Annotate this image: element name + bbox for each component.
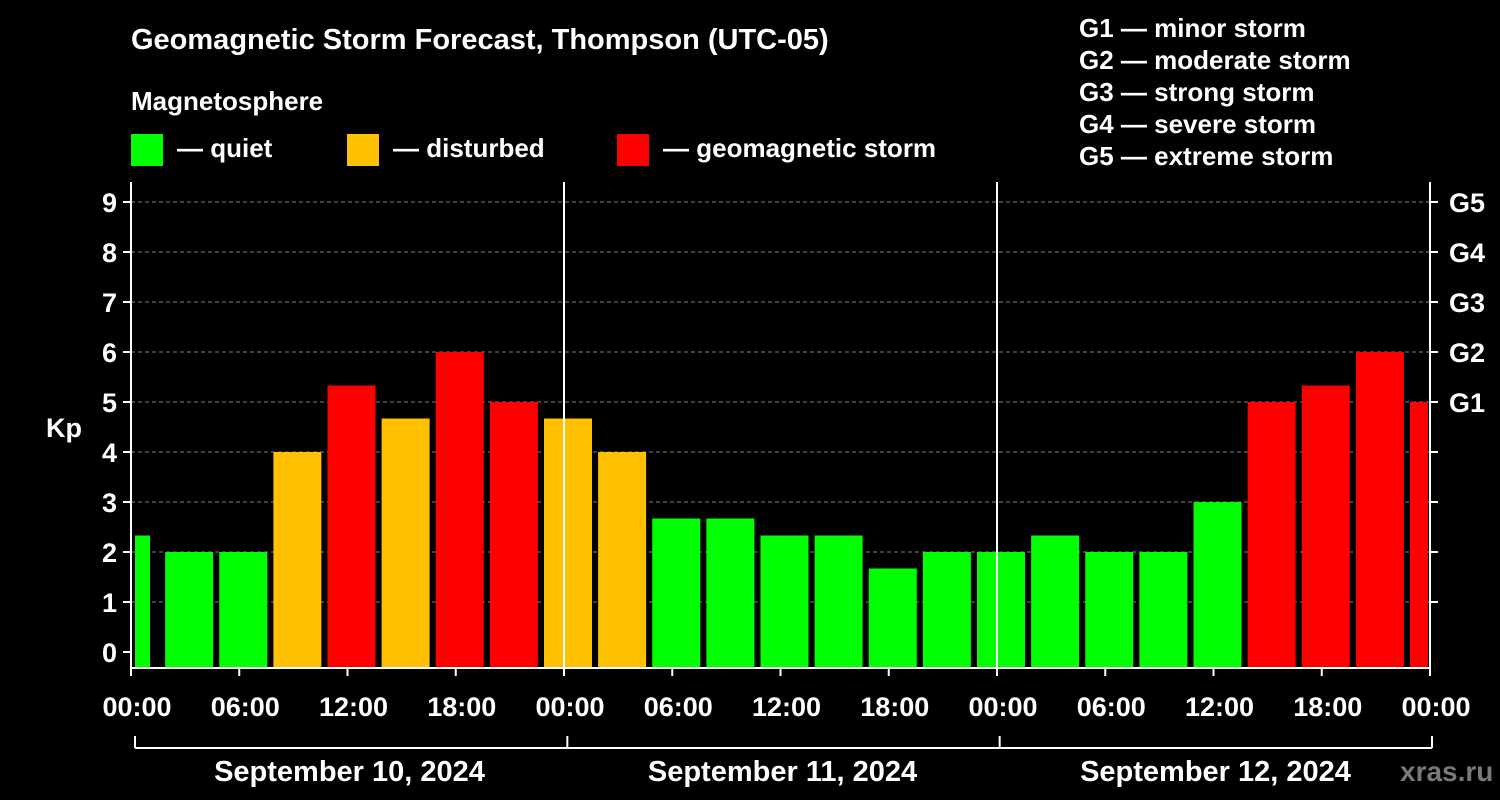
- g-scale-item-g1: G1 — minor storm: [1079, 13, 1306, 43]
- legend-label-quiet: — quiet: [177, 133, 273, 163]
- kp-bar: [489, 402, 538, 668]
- x-tick-label: 00:00: [968, 692, 1037, 722]
- kp-bar: [760, 535, 809, 668]
- g-scale-legend: G1 — minor storm G2 — moderate storm G3 …: [1079, 13, 1351, 171]
- x-tick-label: 18:00: [427, 692, 496, 722]
- kp-bar: [814, 535, 863, 668]
- kp-bar: [1247, 402, 1296, 668]
- y-tick-label: 3: [102, 488, 117, 518]
- kp-bar: [1301, 385, 1350, 668]
- x-tick-label: 00:00: [102, 692, 171, 722]
- date-label: September 10, 2024: [214, 756, 485, 788]
- axes: 0 1 2 3 4 5 6 7 8 9 G1 G2 G3 G4 G5 00:00 06:00 12:00 18:00…: [102, 182, 1485, 788]
- kp-bar: [598, 452, 647, 668]
- y-tick-label: 4: [102, 438, 117, 468]
- x-tick-label: 12:00: [319, 692, 388, 722]
- magnetosphere-label: Magnetosphere: [131, 86, 323, 116]
- date-label: September 12, 2024: [1080, 756, 1351, 788]
- y-axis-label: Kp: [46, 413, 82, 443]
- g-scale-item-g3: G3 — strong storm: [1079, 77, 1314, 107]
- g-scale-item-g2: G2 — moderate storm: [1079, 45, 1351, 75]
- x-tick-label: 00:00: [535, 692, 604, 722]
- x-tick-label: 06:00: [644, 692, 713, 722]
- kp-bar: [977, 552, 1025, 668]
- x-tick-label: 12:00: [1185, 692, 1254, 722]
- kp-bar: [922, 552, 971, 668]
- g-scale-label: G2: [1449, 338, 1485, 368]
- kp-bar: [165, 552, 214, 668]
- color-legend: — quiet — disturbed — geomagnetic storm: [131, 133, 936, 166]
- kp-bar: [327, 385, 376, 668]
- kp-bar: [435, 352, 484, 668]
- g-scale-label: G4: [1449, 238, 1485, 268]
- legend-swatch-quiet: [131, 134, 163, 166]
- legend-label-disturbed: — disturbed: [393, 133, 545, 163]
- bars: [135, 352, 1428, 668]
- y-tick-label: 7: [102, 288, 117, 318]
- kp-bar: [1031, 535, 1080, 668]
- y-tick-label: 6: [102, 338, 117, 368]
- legend-swatch-disturbed: [347, 134, 379, 166]
- x-tick-label: 12:00: [752, 692, 821, 722]
- kp-bar: [1085, 552, 1134, 668]
- kp-bar: [1410, 402, 1428, 668]
- y-tick-label: 8: [102, 238, 117, 268]
- y-tick-label: 5: [102, 388, 117, 418]
- date-label: September 11, 2024: [648, 756, 917, 788]
- g-scale-label: G5: [1449, 188, 1485, 218]
- kp-bar: [1355, 352, 1404, 668]
- x-tick-label: 06:00: [1077, 692, 1146, 722]
- y-tick-label: 2: [102, 538, 117, 568]
- g-scale-label: G1: [1449, 388, 1485, 418]
- x-tick-label: 06:00: [211, 692, 280, 722]
- y-tick-label: 1: [102, 588, 117, 618]
- y-tick-label: 9: [102, 188, 117, 218]
- kp-bar: [706, 518, 755, 668]
- kp-bar: [135, 535, 150, 668]
- kp-bar: [1193, 502, 1242, 668]
- x-tick-label: 18:00: [860, 692, 929, 722]
- kp-bar: [544, 418, 592, 668]
- kp-bar: [219, 552, 268, 668]
- g-scale-label: G3: [1449, 288, 1485, 318]
- y-tick-label: 0: [102, 638, 117, 668]
- g-scale-item-g5: G5 — extreme storm: [1079, 141, 1333, 171]
- chart-title: Geomagnetic Storm Forecast, Thompson (UT…: [131, 24, 829, 56]
- legend-label-storm: — geomagnetic storm: [663, 133, 936, 163]
- kp-bar: [1139, 552, 1188, 668]
- kp-bar: [381, 418, 430, 668]
- kp-bar: [868, 568, 917, 668]
- kp-bar: [273, 452, 322, 668]
- kp-bar: [652, 518, 701, 668]
- watermark: xras.ru: [1400, 756, 1493, 787]
- x-tick-label: 00:00: [1401, 692, 1470, 722]
- x-tick-label: 18:00: [1293, 692, 1362, 722]
- legend-swatch-storm: [617, 134, 649, 166]
- g-scale-item-g4: G4 — severe storm: [1079, 109, 1316, 139]
